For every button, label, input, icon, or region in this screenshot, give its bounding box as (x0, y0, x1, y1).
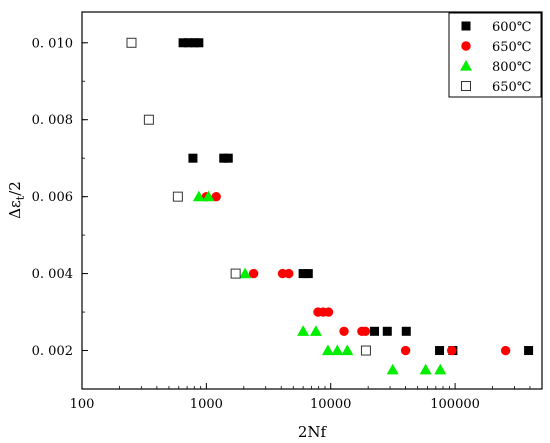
data-point (192, 190, 205, 202)
data-point (401, 326, 411, 336)
data-point (143, 114, 154, 125)
data-point (434, 363, 447, 375)
data-point (298, 269, 308, 279)
data-point (447, 345, 457, 356)
data-point (184, 38, 194, 48)
data-point (382, 326, 392, 336)
legend-label: 600℃ (492, 20, 531, 35)
data-point (248, 268, 259, 279)
data-point (284, 268, 294, 279)
data-point (309, 325, 322, 336)
data-point (194, 38, 204, 48)
y-tick-label: 0. 004 (32, 267, 73, 282)
x-tick-label: 10000 (310, 397, 351, 412)
data-points (126, 37, 534, 375)
data-point (524, 346, 534, 356)
data-point (126, 37, 137, 48)
data-point (189, 38, 199, 48)
x-tick-label: 100 (70, 397, 95, 412)
series-1 (201, 191, 511, 356)
data-point (239, 267, 252, 279)
data-point (223, 153, 233, 163)
plot-frame (81, 11, 543, 390)
legend-label: 650℃ (492, 80, 531, 95)
legend-marker (460, 60, 472, 71)
x-tick-label: 1000 (190, 397, 223, 412)
data-point (400, 345, 411, 356)
data-point (419, 363, 432, 375)
y-tick-label: 0. 006 (32, 190, 73, 205)
data-point (202, 190, 215, 202)
data-point (341, 344, 354, 356)
data-point (219, 153, 229, 163)
legend: 600℃ 650℃ 800℃ 650℃ (448, 12, 542, 98)
y-tick-label: 0. 002 (32, 344, 73, 359)
data-point (500, 345, 511, 356)
series-3 (126, 37, 371, 356)
data-point (321, 344, 334, 356)
legend-label: 800℃ (492, 60, 531, 75)
legend-marker (461, 21, 471, 31)
legend-label: 650℃ (492, 40, 531, 55)
x-axis: 100 1000 10000 100000 (70, 383, 543, 412)
legend-marker (461, 41, 471, 51)
data-point (178, 38, 188, 48)
data-point (386, 363, 399, 375)
data-point (331, 344, 344, 356)
data-point (211, 191, 221, 202)
data-point (360, 326, 371, 336)
y-tick-label: 0. 010 (32, 36, 73, 51)
data-point (370, 326, 380, 336)
y-tick-label: 0. 008 (32, 113, 73, 128)
y-axis-title: Δεt/2 (6, 181, 27, 219)
data-point (303, 269, 313, 279)
data-point (323, 307, 334, 317)
data-point (339, 326, 349, 336)
x-tick-label: 100000 (430, 397, 480, 412)
data-point (188, 153, 198, 163)
data-point (230, 268, 241, 279)
data-point (172, 191, 183, 202)
data-point (360, 345, 371, 356)
series-2 (192, 190, 447, 375)
y-axis: 0. 002 0. 004 0. 006 0. 008 0. 010 (32, 36, 88, 390)
data-point (297, 325, 310, 336)
legend-marker (461, 81, 471, 91)
data-point (435, 346, 445, 356)
x-axis-title: 2Nf (298, 423, 328, 441)
